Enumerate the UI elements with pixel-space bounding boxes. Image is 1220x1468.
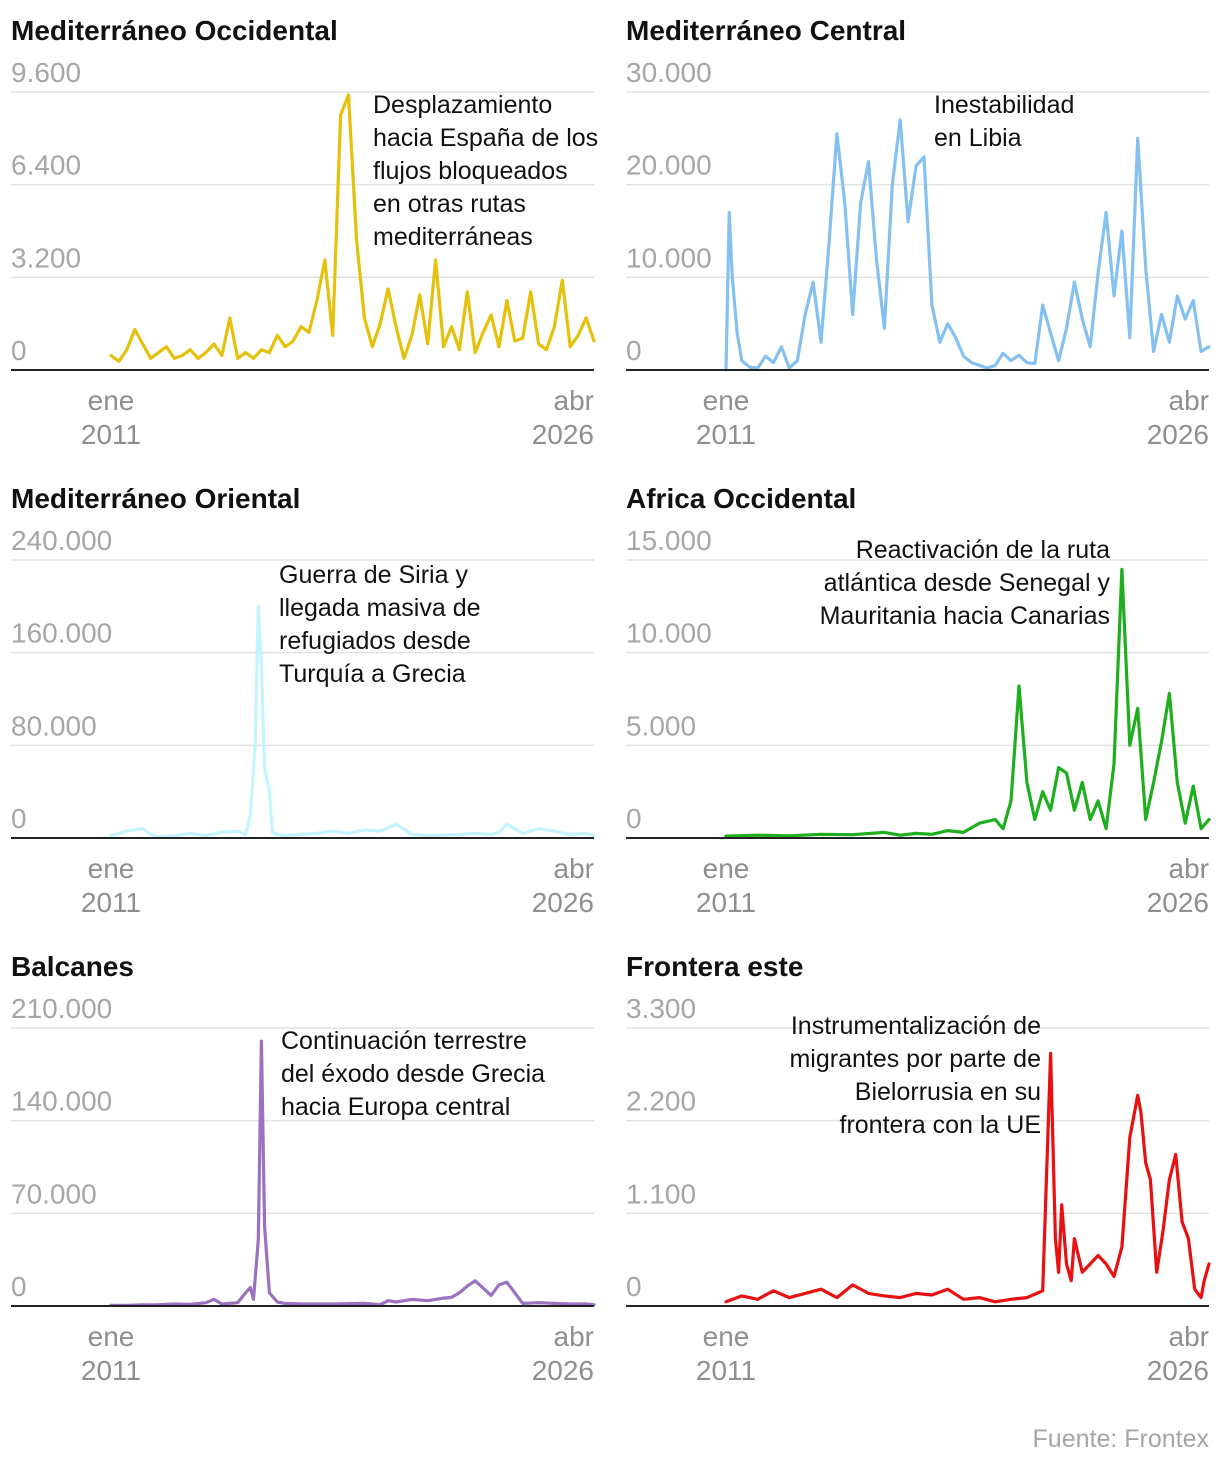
x-tick-label: 2026 (532, 1355, 594, 1386)
y-tick-label: 2.200 (626, 1086, 696, 1117)
annotation-line: migrantes por parte de (789, 1045, 1041, 1073)
x-tick-label: ene (88, 853, 135, 884)
series-line (109, 604, 596, 839)
annotation-line: atlántica desde Senegal y (824, 569, 1111, 597)
y-tick-label: 0 (11, 335, 27, 366)
x-tick-label: ene (703, 853, 750, 884)
y-tick-label: 210.000 (11, 993, 112, 1024)
x-tick-label: ene (88, 1321, 135, 1352)
x-tick-label: abr (554, 1321, 594, 1352)
annotation-line: hacia España de los (373, 124, 598, 152)
y-tick-label: 1.100 (626, 1178, 696, 1209)
chart-title: Mediterráneo Oriental (11, 483, 300, 514)
y-tick-label: 10.000 (626, 618, 712, 649)
chart-panel-1: Mediterráneo Occidental 0 3.200 6.400 9.600 e… (11, 0, 598, 468)
x-tick-label: abr (554, 385, 594, 416)
x-tick-label: 2026 (1147, 887, 1209, 918)
x-tick-label: 2011 (81, 1355, 141, 1386)
y-tick-label: 0 (11, 803, 27, 834)
annotation-line: flujos bloqueados (373, 157, 568, 185)
x-tick-label: abr (1169, 1321, 1209, 1352)
annotation-line: Inestabilidad (934, 91, 1074, 119)
chart-title: Africa Occidental (626, 483, 856, 514)
x-tick-label: ene (703, 1321, 750, 1352)
chart-panel-2: Mediterráneo Central 0 10.000 20.000 30.000 e… (626, 0, 1211, 468)
annotation-line: Instrumentalización de (791, 1012, 1041, 1040)
annotation-line: refugiados desde (279, 627, 471, 655)
y-tick-label: 140.000 (11, 1086, 112, 1117)
x-tick-label: 2011 (696, 887, 756, 918)
y-tick-label: 70.000 (11, 1178, 97, 1209)
y-tick-label: 6.400 (11, 150, 81, 181)
annotation-line: llegada masiva de (279, 594, 481, 622)
y-tick-label: 5.000 (626, 710, 696, 741)
y-tick-label: 20.000 (626, 150, 712, 181)
annotation-line: en Libia (934, 124, 1022, 152)
y-tick-label: 3.300 (626, 993, 696, 1024)
x-tick-label: abr (1169, 385, 1209, 416)
x-tick-label: abr (1169, 853, 1209, 884)
x-tick-label: abr (554, 853, 594, 884)
y-tick-label: 240.000 (11, 525, 112, 556)
annotation-line: en otras rutas (373, 190, 526, 218)
annotation-line: mediterráneas (373, 223, 533, 251)
chart-title: Balcanes (11, 951, 134, 982)
chart-panel-4: Africa Occidental 0 5.000 10.000 15.000 ene 20… (626, 468, 1211, 936)
x-tick-label: ene (703, 385, 750, 416)
annotation-line: Reactivación de la ruta (856, 536, 1110, 564)
x-tick-label: 2026 (1147, 419, 1209, 450)
x-tick-label: 2011 (696, 419, 756, 450)
annotation-line: hacia Europa central (281, 1093, 510, 1121)
y-tick-label: 30.000 (626, 57, 712, 88)
annotation-line: Bielorrusia en su (855, 1078, 1041, 1106)
series-line (724, 567, 1211, 838)
y-tick-label: 80.000 (11, 710, 97, 741)
chart-title: Mediterráneo Central (626, 15, 906, 46)
annotation-line: Mauritania hacia Canarias (820, 602, 1110, 630)
annotation-line: Desplazamiento (373, 91, 552, 119)
x-tick-label: 2011 (696, 1355, 756, 1386)
y-tick-label: 3.200 (11, 242, 81, 273)
chart-panel-3: Mediterráneo Oriental 0 80.000 160.000 240.0… (11, 468, 596, 936)
annotation-line: del éxodo desde Grecia (281, 1060, 545, 1088)
series-line (109, 93, 596, 363)
series-line (109, 1039, 596, 1307)
chart-panel-6: Frontera este 0 1.100 2.200 3.300 ene 2011 abr 2… (626, 936, 1211, 1404)
y-tick-label: 0 (11, 1271, 27, 1302)
y-tick-label: 160.000 (11, 618, 112, 649)
annotation-line: Turquía a Grecia (279, 660, 466, 688)
x-tick-label: 2026 (532, 419, 594, 450)
annotation-line: Guerra de Siria y (279, 561, 468, 589)
chart-title: Mediterráneo Occidental (11, 15, 338, 46)
x-tick-label: 2026 (532, 887, 594, 918)
y-tick-label: 0 (626, 1271, 642, 1302)
annotation-line: Continuación terrestre (281, 1027, 527, 1055)
chart-panel-5: Balcanes 0 70.000 140.000 210.000 ene 2011 abr 2… (11, 936, 596, 1404)
y-tick-label: 15.000 (626, 525, 712, 556)
y-tick-label: 9.600 (11, 57, 81, 88)
chart-title: Frontera este (626, 951, 803, 982)
series-line (724, 118, 1211, 372)
annotation-line: frontera con la UE (840, 1111, 1042, 1139)
source-note: Fuente: Frontex (1032, 1425, 1209, 1453)
x-tick-label: 2026 (1147, 1355, 1209, 1386)
y-tick-label: 0 (626, 803, 642, 834)
series-line (724, 1051, 1211, 1304)
x-tick-label: ene (88, 385, 135, 416)
y-tick-label: 10.000 (626, 242, 712, 273)
x-tick-label: 2011 (81, 887, 141, 918)
x-tick-label: 2011 (81, 419, 141, 450)
y-tick-label: 0 (626, 335, 642, 366)
